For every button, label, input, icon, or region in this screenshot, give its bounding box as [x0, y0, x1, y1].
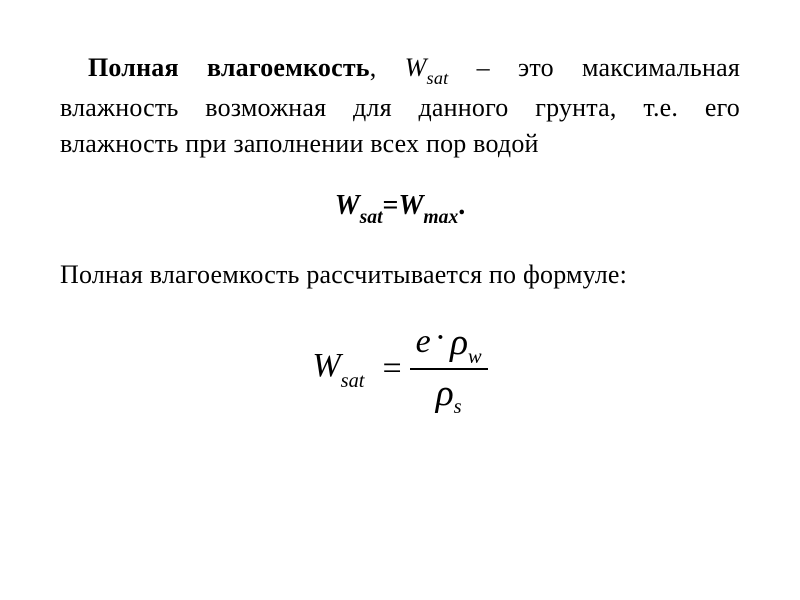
- formula-dot: ·: [435, 319, 446, 356]
- eq-sub-max: max: [423, 207, 458, 228]
- formula-sub-sat: sat: [341, 370, 365, 392]
- formula-intro: Полная влагоемкость рассчитывается по фо…: [60, 257, 740, 293]
- symbol-w: W: [405, 53, 427, 82]
- formula-sub-s: s: [454, 396, 462, 418]
- def-dash: – это максимальная: [448, 53, 740, 82]
- formula-sub-w: w: [468, 346, 482, 368]
- def-rest: влажность возможная для данного грунта, …: [60, 93, 740, 158]
- equation-wsat-wmax: Wsat=Wmax.: [60, 190, 740, 227]
- formula-equals: =: [382, 350, 401, 388]
- rho-w: ρ: [450, 322, 468, 363]
- definition-paragraph: Полная влагоемкость, Wsat – это максимал…: [60, 50, 740, 162]
- formula-lhs: Wsat: [312, 347, 364, 390]
- formula-e: e: [416, 323, 431, 360]
- document-page: Полная влагоемкость, Wsat – это максимал…: [0, 0, 800, 600]
- formula-denominator: ρs: [430, 370, 468, 416]
- eq-equals: =: [383, 190, 399, 221]
- eq-w2: W: [399, 190, 424, 221]
- subscript-sat: sat: [427, 68, 449, 88]
- eq-w1: W: [335, 190, 360, 221]
- formula-fraction: e·ρw ρs: [410, 321, 488, 415]
- rho-s: ρ: [436, 373, 454, 414]
- eq-sub-sat: sat: [360, 207, 383, 228]
- formula-numerator: e·ρw: [410, 321, 488, 369]
- term-comma: ,: [370, 53, 405, 82]
- term: Полная влагоемкость: [88, 53, 370, 82]
- eq-period: .: [458, 190, 465, 221]
- formula-wsat: Wsat = e·ρw ρs: [60, 321, 740, 415]
- formula-w: W: [312, 347, 340, 384]
